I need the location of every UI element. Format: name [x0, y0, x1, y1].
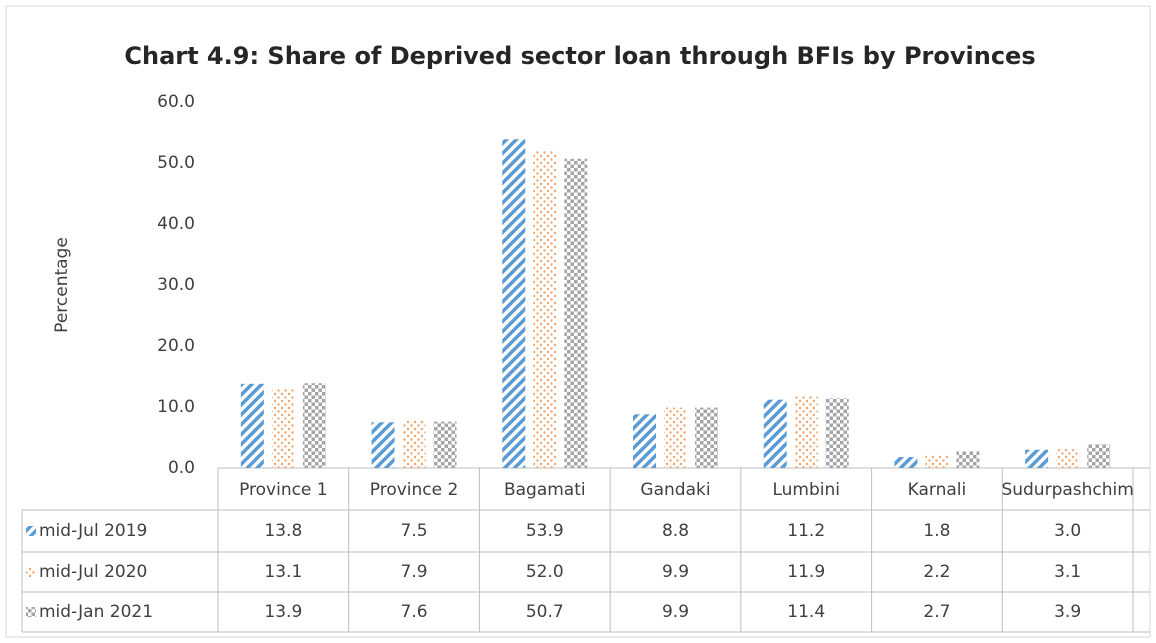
table-value: 9.9 — [662, 602, 689, 622]
x-tick-label: Province 1 — [239, 480, 328, 500]
bar — [825, 398, 849, 468]
y-tick-label: 10.0 — [157, 397, 195, 417]
y-tick-label: 50.0 — [157, 153, 195, 173]
bar — [402, 419, 426, 468]
table-value: 3.0 — [1054, 521, 1081, 541]
legend-label: mid-Jan 2021 — [39, 602, 153, 622]
bar — [763, 399, 787, 468]
x-tick-label: Sudurpashchim — [1001, 480, 1133, 500]
bar — [925, 454, 949, 468]
bar — [956, 451, 980, 468]
bar — [240, 383, 264, 468]
legend-label: mid-Jul 2019 — [39, 521, 147, 541]
x-tick-label: Karnali — [908, 480, 967, 500]
table-value: 2.7 — [923, 602, 950, 622]
table-value: 1.8 — [923, 521, 950, 541]
bar — [633, 414, 656, 468]
table-value: 3.1 — [1054, 562, 1081, 582]
x-tick-label: Province 2 — [370, 480, 459, 500]
bar — [433, 421, 457, 468]
table-value: 11.4 — [787, 602, 825, 622]
y-axis-label: Percentage — [52, 237, 72, 333]
x-tick-label: Bagamati — [504, 480, 586, 500]
chart-title: Chart 4.9: Share of Deprived sector loan… — [124, 42, 1035, 70]
x-tick-label: Gandaki — [640, 480, 710, 500]
legend-key — [26, 526, 36, 536]
bar — [271, 388, 295, 468]
bar — [302, 383, 326, 468]
table-value: 13.8 — [264, 521, 302, 541]
table-value: 9.9 — [662, 562, 689, 582]
table-value: 7.9 — [401, 562, 428, 582]
bar — [533, 150, 557, 469]
table-value: 7.6 — [401, 602, 428, 622]
legend-label: mid-Jul 2020 — [39, 562, 147, 582]
y-tick-label: 20.0 — [157, 336, 195, 356]
bar — [794, 395, 818, 468]
bar — [502, 139, 526, 468]
bar — [1025, 449, 1049, 468]
legend-key — [26, 567, 36, 577]
y-tick-label: 30.0 — [157, 275, 195, 295]
legend-key — [26, 607, 36, 617]
bar — [1087, 444, 1111, 468]
bar — [894, 457, 918, 468]
table-value: 13.9 — [264, 602, 302, 622]
table-value: 50.7 — [526, 602, 564, 622]
table-value: 13.1 — [264, 562, 302, 582]
bar — [564, 158, 588, 469]
table-value: 8.8 — [662, 521, 689, 541]
y-tick-label: 0.0 — [168, 458, 195, 478]
x-tick-label: Lumbini — [772, 480, 840, 500]
y-tick-label: 40.0 — [157, 214, 195, 234]
table-value: 11.9 — [787, 562, 825, 582]
table-value: 53.9 — [526, 521, 564, 541]
y-tick-label: 60.0 — [157, 92, 195, 112]
table-value: 11.2 — [787, 521, 825, 541]
bar — [664, 407, 687, 468]
bar — [695, 407, 718, 468]
table-value: 7.5 — [401, 521, 428, 541]
table-value: 3.9 — [1054, 602, 1081, 622]
table-value: 2.2 — [923, 562, 950, 582]
table-value: 52.0 — [526, 562, 564, 582]
bar — [1056, 449, 1080, 468]
bar — [371, 422, 395, 468]
